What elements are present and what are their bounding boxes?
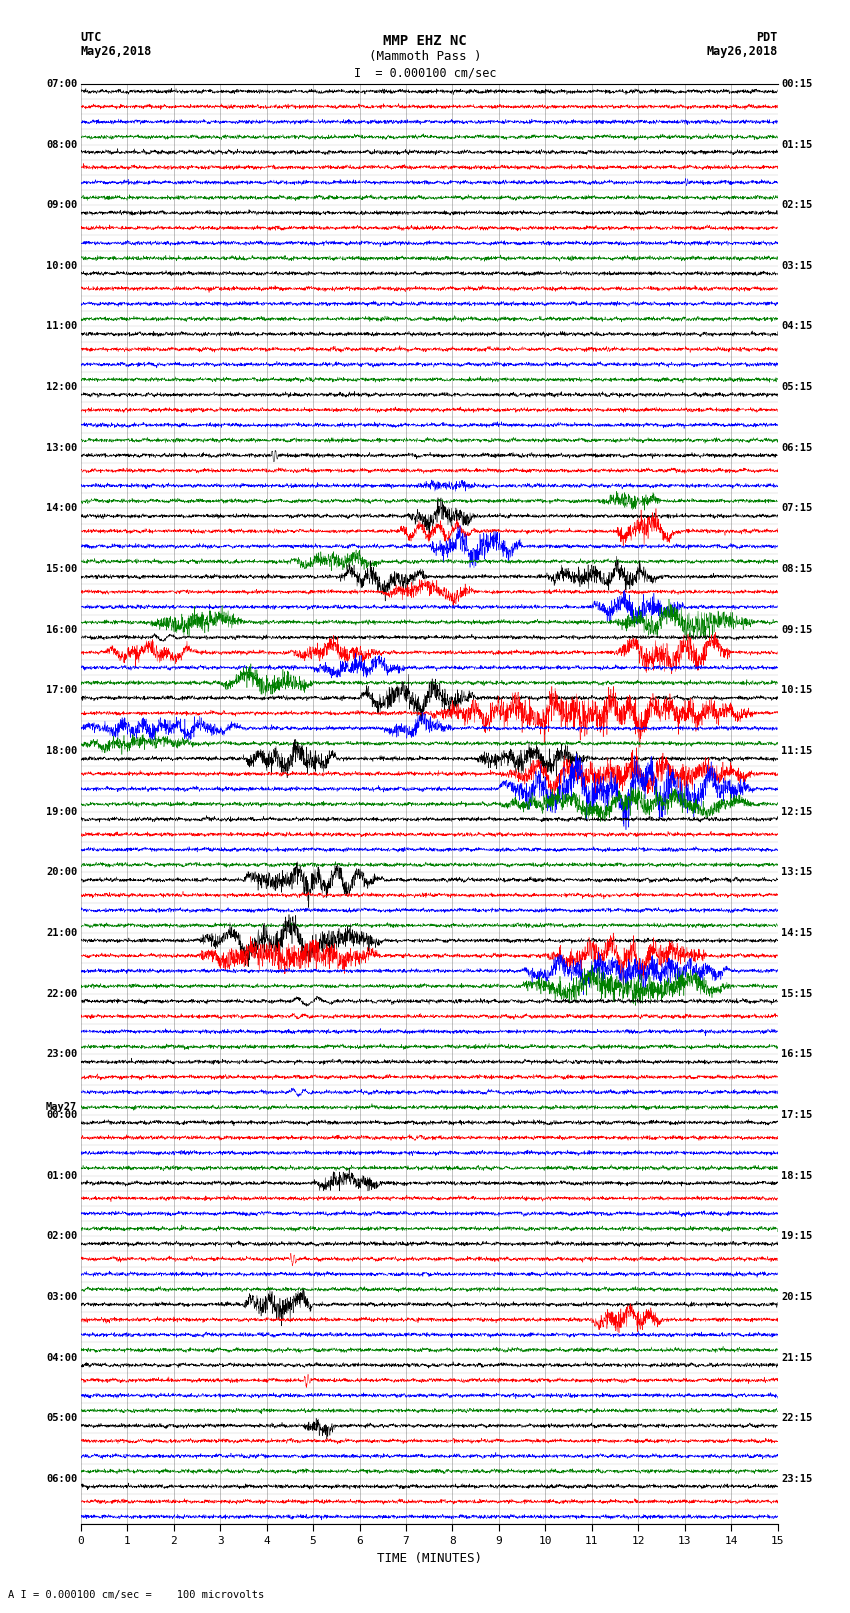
Text: 07:00: 07:00 (46, 79, 77, 89)
Text: 11:15: 11:15 (781, 747, 813, 756)
Text: 06:15: 06:15 (781, 444, 813, 453)
Text: 03:00: 03:00 (46, 1292, 77, 1302)
Text: 05:15: 05:15 (781, 382, 813, 392)
Text: 01:00: 01:00 (46, 1171, 77, 1181)
Text: A I = 0.000100 cm/sec =    100 microvolts: A I = 0.000100 cm/sec = 100 microvolts (8, 1590, 264, 1600)
Text: 10:15: 10:15 (781, 686, 813, 695)
Text: 17:15: 17:15 (781, 1110, 813, 1119)
Text: 15:00: 15:00 (46, 565, 77, 574)
Text: 05:00: 05:00 (46, 1413, 77, 1423)
Text: 22:00: 22:00 (46, 989, 77, 998)
Text: 11:00: 11:00 (46, 321, 77, 331)
Text: 12:15: 12:15 (781, 806, 813, 816)
Text: 01:15: 01:15 (781, 140, 813, 150)
Text: 14:15: 14:15 (781, 927, 813, 937)
Text: 09:00: 09:00 (46, 200, 77, 210)
Text: 09:15: 09:15 (781, 624, 813, 634)
Text: 21:15: 21:15 (781, 1353, 813, 1363)
Text: 10:00: 10:00 (46, 261, 77, 271)
Text: 15:15: 15:15 (781, 989, 813, 998)
Text: 16:15: 16:15 (781, 1050, 813, 1060)
Text: PDT: PDT (756, 31, 778, 44)
Text: UTC: UTC (81, 31, 102, 44)
Text: 12:00: 12:00 (46, 382, 77, 392)
Text: (Mammoth Pass ): (Mammoth Pass ) (369, 50, 481, 63)
Text: 19:15: 19:15 (781, 1231, 813, 1240)
Text: 18:00: 18:00 (46, 747, 77, 756)
Text: 00:15: 00:15 (781, 79, 813, 89)
Text: 18:15: 18:15 (781, 1171, 813, 1181)
Text: 13:15: 13:15 (781, 868, 813, 877)
Text: May26,2018: May26,2018 (706, 45, 778, 58)
Text: 16:00: 16:00 (46, 624, 77, 634)
Text: 08:15: 08:15 (781, 565, 813, 574)
Text: May27: May27 (46, 1102, 77, 1113)
Text: MMP EHZ NC: MMP EHZ NC (383, 34, 467, 48)
Text: I  = 0.000100 cm/sec: I = 0.000100 cm/sec (354, 66, 496, 79)
Text: 02:15: 02:15 (781, 200, 813, 210)
Text: 19:00: 19:00 (46, 806, 77, 816)
Text: 04:00: 04:00 (46, 1353, 77, 1363)
Text: 04:15: 04:15 (781, 321, 813, 331)
Text: May26,2018: May26,2018 (81, 45, 152, 58)
Text: 14:00: 14:00 (46, 503, 77, 513)
Text: 02:00: 02:00 (46, 1231, 77, 1240)
Text: 17:00: 17:00 (46, 686, 77, 695)
Text: 00:00: 00:00 (46, 1110, 77, 1119)
Text: 20:15: 20:15 (781, 1292, 813, 1302)
Text: 03:15: 03:15 (781, 261, 813, 271)
Text: 20:00: 20:00 (46, 868, 77, 877)
Text: 08:00: 08:00 (46, 140, 77, 150)
Text: 22:15: 22:15 (781, 1413, 813, 1423)
Text: 06:00: 06:00 (46, 1474, 77, 1484)
Text: 07:15: 07:15 (781, 503, 813, 513)
Text: 21:00: 21:00 (46, 927, 77, 937)
Text: 23:00: 23:00 (46, 1050, 77, 1060)
Text: 23:15: 23:15 (781, 1474, 813, 1484)
Text: 13:00: 13:00 (46, 444, 77, 453)
X-axis label: TIME (MINUTES): TIME (MINUTES) (377, 1552, 482, 1565)
